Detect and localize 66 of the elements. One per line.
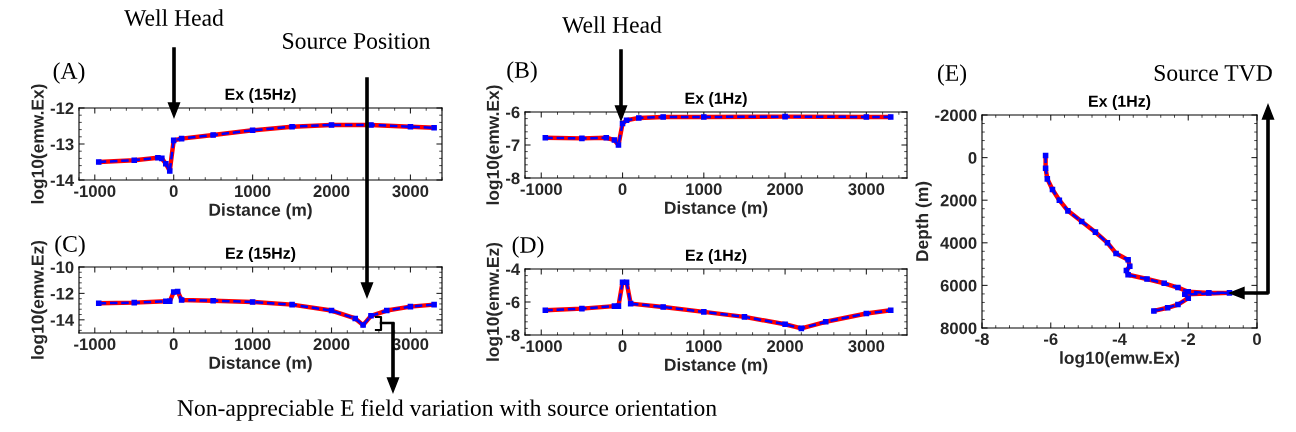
y-tick-label: 0 <box>968 152 977 164</box>
x-axis-title: Distance (m) <box>665 358 768 375</box>
y-axis-title: log10(emw.Ez) <box>31 240 48 359</box>
x-tick-label: -1000 <box>520 183 562 196</box>
x-tick-label: -4 <box>1112 333 1127 345</box>
x-tick-label: 1000 <box>235 185 271 198</box>
text: (E) <box>937 64 967 86</box>
chart-title: Ez (1Hz) <box>686 249 747 264</box>
x-tick-label: 3000 <box>392 185 429 198</box>
chart-title: Ex (1Hz) <box>685 92 747 107</box>
y-axis-title: log10(emw.Ex) <box>486 85 503 205</box>
y-axis-title: Depth (m) <box>915 181 932 261</box>
x-tick-label: 2000 <box>767 340 803 353</box>
y-tick-label: -2000 <box>935 109 977 122</box>
x-axis-title: Distance (m) <box>665 201 768 218</box>
x-tick-label: 1000 <box>686 183 722 196</box>
x-tick-label: -1000 <box>74 185 116 198</box>
x-axis-title: log10(emw.Ex) <box>1060 351 1180 368</box>
y-axis-title: log10(emw.Ez) <box>486 242 503 361</box>
y-tick-label: 6000 <box>940 279 977 292</box>
x-tick-label: -1000 <box>520 340 562 353</box>
y-tick-label: 2000 <box>940 194 977 207</box>
chart-title: Ez (15Hz) <box>226 247 296 262</box>
text: Well Head <box>124 9 224 27</box>
x-tick-label: 2000 <box>767 183 803 196</box>
x-tick-label: 0 <box>1253 333 1261 346</box>
x-tick-label: 1000 <box>235 338 271 351</box>
chart-title: Ex (1Hz) <box>1089 95 1151 110</box>
x-tick-label: -6 <box>1043 333 1058 346</box>
x-tick-label: 2000 <box>313 338 350 351</box>
text: Well Head <box>562 16 662 34</box>
text: (D) <box>512 236 544 258</box>
y-tick-label: -12 <box>50 287 74 300</box>
y-tick-label: -6 <box>505 296 520 309</box>
x-tick-label: -2 <box>1181 333 1195 345</box>
x-tick-label: -8 <box>975 333 989 346</box>
y-tick-label: -12 <box>50 102 74 115</box>
x-tick-label: 0 <box>169 338 178 351</box>
x-tick-label: 3000 <box>848 340 885 353</box>
y-tick-label: -14 <box>50 314 75 326</box>
y-axis-title: log10(emw.Ex) <box>31 84 48 204</box>
x-tick-label: 3000 <box>848 183 885 196</box>
x-tick-label: 2000 <box>313 185 350 198</box>
y-tick-label: 4000 <box>940 237 977 249</box>
source-note: Source Position <box>283 33 431 49</box>
x-axis-title: Distance (m) <box>209 356 312 373</box>
y-tick-label: -13 <box>50 138 74 151</box>
y-tick-label: -4 <box>505 263 521 276</box>
text: (B) <box>507 61 537 83</box>
x-tick-label: 0 <box>618 340 627 353</box>
y-tick-label: 8000 <box>940 322 977 335</box>
y-tick-label: -14 <box>50 174 75 187</box>
x-tick-label: 0 <box>169 185 178 198</box>
x-axis-title: Distance (m) <box>209 203 312 220</box>
x-tick-label: -1000 <box>74 338 116 351</box>
chart-title: Ex (15Hz) <box>225 88 296 103</box>
text: (A) <box>53 62 85 84</box>
source-note: Source TVD <box>1154 65 1272 82</box>
y-tick-label: -10 <box>50 261 74 274</box>
y-tick-label: -8 <box>505 172 520 185</box>
y-tick-label: -6 <box>505 106 520 119</box>
text: (C) <box>55 235 85 257</box>
x-tick-label: 1000 <box>686 340 722 353</box>
x-tick-label: 0 <box>618 183 627 196</box>
y-tick-label: -7 <box>505 139 520 152</box>
text: Non-appreciable E field variation with source orientation <box>177 399 717 421</box>
